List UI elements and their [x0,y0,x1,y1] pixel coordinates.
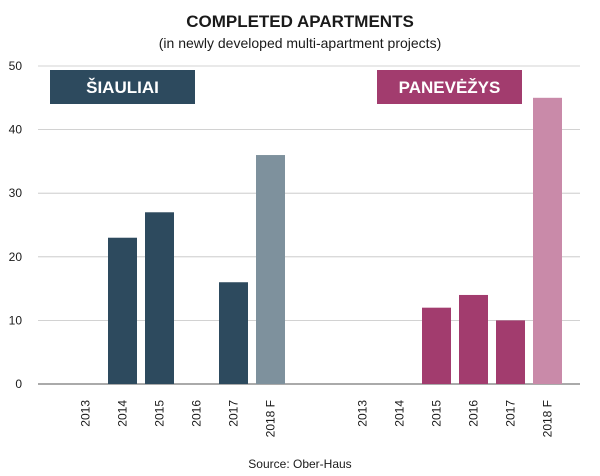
x-tick-label: 2014 [393,400,407,427]
x-tick-label: 2014 [116,400,130,427]
region-label: ŠIAULIAI [86,78,159,97]
bar-panevėžys-2018-f [533,97,562,385]
region-label: PANEVĖŽYS [399,78,501,97]
y-axis-ticks: 0 10 20 30 40 50 [9,59,23,391]
region-label-box [377,70,522,104]
bar-panevėžys-2017 [496,320,525,384]
x-tick-label: 2018 F [541,400,555,437]
bar-šiauliai-2015 [145,212,174,384]
region-label-box [50,70,195,104]
x-tick-label: 2015 [430,400,444,427]
x-tick-label: 2013 [356,400,370,427]
x-tick-label: 2017 [227,400,241,427]
bars [108,97,562,385]
x-tick-label: 2017 [504,400,518,427]
x-tick-label: 2016 [190,400,204,427]
y-tick-label: 0 [15,377,22,391]
x-tick-label: 2013 [79,400,93,427]
x-tick-label: 2018 F [264,400,278,437]
bar-šiauliai-2014 [108,237,137,384]
bar-panevėžys-2016 [459,294,488,384]
region-labels: ŠIAULIAI PANEVĖŽYS [50,70,522,104]
chart-subtitle: (in newly developed multi-apartment proj… [159,35,441,51]
x-tick-label: 2015 [153,400,167,427]
chart-title: COMPLETED APARTMENTS [186,12,414,31]
chart-source: Source: Ober-Haus [248,457,351,471]
y-tick-label: 10 [9,313,23,327]
y-tick-label: 30 [9,186,23,200]
y-tick-label: 20 [9,250,23,264]
bar-panevėžys-2015 [422,307,451,384]
x-axis-ticks: 2013 2014 2015 2016 2017 2018 F 2013 2014 2015 20… [79,400,555,438]
y-tick-label: 50 [9,59,23,73]
y-tick-label: 40 [9,123,23,137]
x-tick-label: 2016 [467,400,481,427]
bar-šiauliai-2018-f [256,155,285,384]
bar-šiauliai-2017 [219,282,248,384]
